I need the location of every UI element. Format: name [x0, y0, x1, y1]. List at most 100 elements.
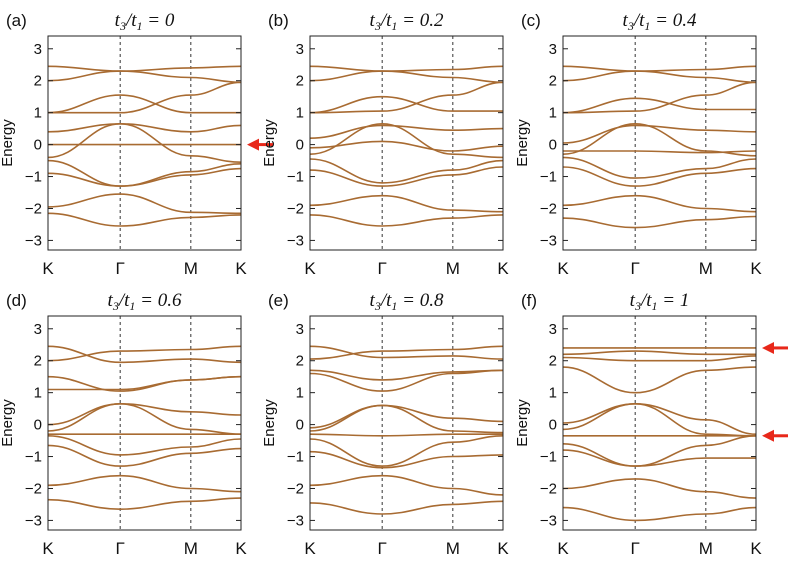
panel-e-title-t: t	[370, 290, 376, 311]
panel-b-band-b5	[309, 140, 504, 152]
panel-f-ytick-label--2: −2	[540, 480, 557, 497]
panel-d-ytick-label--2: −2	[25, 480, 42, 497]
panel-d-band-b1	[47, 474, 242, 493]
panel-d-title: t3/t1 = 0.6	[108, 290, 182, 313]
panel-e-band-b7	[309, 404, 504, 429]
panel-f-ylabel: Energy	[514, 399, 531, 447]
panel-d-title-sub3: 3	[112, 299, 119, 313]
panel-a-band-b2	[47, 212, 242, 227]
panel-b-title: t3/t1 = 0.2	[370, 10, 444, 33]
panel-e-ytick-label-2: 2	[296, 353, 304, 370]
panel-c-frame	[562, 35, 757, 251]
panel-a-band-b8	[47, 94, 241, 114]
panel-f-ytick-label-0: 0	[549, 417, 557, 434]
panel-c-xtick-label-2: M	[699, 259, 713, 278]
panel-e-ytick-label-1: 1	[296, 385, 304, 402]
panel-e-title-sub3: 3	[374, 299, 381, 313]
panel-f-band-b4	[562, 435, 757, 467]
panel-b-band-b8	[309, 95, 503, 114]
panel-a-title-sub3: 3	[119, 19, 126, 33]
panel-a-frame	[47, 35, 242, 251]
panel-a-ytick-label--3: −3	[25, 232, 42, 249]
panel-f-xtick-label-3: K	[750, 539, 762, 558]
panel-c-ylabel: Energy	[514, 119, 531, 167]
panel-f-band-b9	[562, 355, 757, 362]
panel-c-ytick-label--2: −2	[540, 200, 557, 217]
panel-a-ylabel: Energy	[0, 119, 16, 167]
panel-e-ytick-label--1: −1	[287, 449, 304, 466]
panel-e-title: t3/t1 = 0.8	[370, 290, 444, 313]
panel-a-ytick-label-1: 1	[34, 105, 42, 122]
panel-b-band-b3	[309, 166, 504, 187]
panel-e-band-b4	[309, 435, 504, 467]
panel-f-xtick-label-2: M	[699, 539, 713, 558]
panel-e-band-b9	[309, 369, 504, 381]
panel-f-ytick-label-1: 1	[549, 385, 557, 402]
panel-a-ytick-label-3: 3	[34, 41, 42, 58]
panel-b-title-value: = 0.2	[397, 10, 444, 31]
panel-d-ytick-label-1: 1	[34, 385, 42, 402]
panel-b-frame	[309, 35, 504, 251]
panel-f-xtick-label-1: Γ	[630, 539, 639, 558]
panel-f-ytick-label-3: 3	[549, 321, 557, 338]
panel-d-ylabel: Energy	[0, 399, 16, 447]
panel-b-ytick-label--3: −3	[287, 232, 304, 249]
panel-b-xtick-label-2: M	[446, 259, 460, 278]
panel-d-band-b9	[47, 375, 242, 392]
panel-f-title-value: = 1	[658, 290, 690, 311]
panel-a-band-b3	[47, 167, 242, 187]
panel-f-title-t: t	[630, 290, 636, 311]
panel-d-ytick-label-2: 2	[34, 353, 42, 370]
panel-a-title-sub1: 1	[137, 19, 143, 33]
panel-c-title-value: = 0.4	[650, 10, 697, 31]
panel-f-arrow-head-1	[762, 429, 774, 442]
panel-f-title-sub1: 1	[652, 299, 658, 313]
panel-b-ytick-label-3: 3	[296, 41, 304, 58]
panel-c-ytick-label-1: 1	[549, 105, 557, 122]
panel-e-ylabel: Energy	[261, 399, 278, 447]
panel-c-xtick-label-0: K	[557, 259, 569, 278]
panel-c-band-b6	[562, 122, 757, 157]
panel-b-ytick-label-0: 0	[296, 137, 304, 154]
panel-e-title-sub1: 1	[391, 299, 397, 313]
panel-a-band-b1	[47, 193, 242, 215]
panel-c-band-b4	[562, 156, 757, 179]
panel-b-xtick-label-1: Γ	[377, 259, 386, 278]
panel-f-title-slash: /t	[640, 290, 652, 311]
panel-b-band-b1	[309, 194, 504, 213]
panel-e-frame	[309, 315, 504, 531]
panel-e-xtick-label-3: K	[497, 539, 509, 558]
panel-a-label: (a)	[6, 11, 27, 30]
panel-d-ytick-label-0: 0	[34, 417, 42, 434]
panel-d-title-sub1: 1	[129, 299, 135, 313]
panel-f-band-b3	[562, 449, 757, 467]
panel-a-arrow-head-0	[247, 138, 259, 151]
panel-e-xtick-label-1: Γ	[377, 539, 386, 558]
panel-f-band-b2	[562, 506, 757, 522]
panel-a-band-b4	[47, 159, 242, 187]
panel-b-ytick-label--2: −2	[287, 200, 304, 217]
panel-b-title-slash: /t	[380, 10, 392, 31]
panel-b-label: (b)	[268, 11, 289, 30]
panel-c-band-b10	[562, 65, 757, 82]
panel-a-xtick-label-1: Γ	[115, 259, 124, 278]
panel-f-band-b8	[562, 366, 757, 394]
panel-e-ytick-label-3: 3	[296, 321, 304, 338]
panel-c-band-b2	[562, 215, 757, 229]
panel-e-band-b5	[309, 433, 503, 437]
panel-c-ytick-label-0: 0	[549, 137, 557, 154]
panel-e-band-b8	[309, 369, 504, 392]
panel-d-xtick-label-3: K	[235, 539, 247, 558]
panel-d-band-b6	[47, 402, 242, 435]
panel-d-title-slash: /t	[118, 290, 130, 311]
panel-f-arrow-head-0	[762, 341, 774, 354]
panel-c-band-b9	[562, 81, 757, 114]
panel-d-title-t: t	[108, 290, 114, 311]
panel-b-title-sub1: 1	[391, 19, 397, 33]
panel-f-band-b7	[562, 402, 757, 435]
panel-e-band-b3	[309, 450, 504, 469]
panel-f-ytick-label-2: 2	[549, 353, 557, 370]
